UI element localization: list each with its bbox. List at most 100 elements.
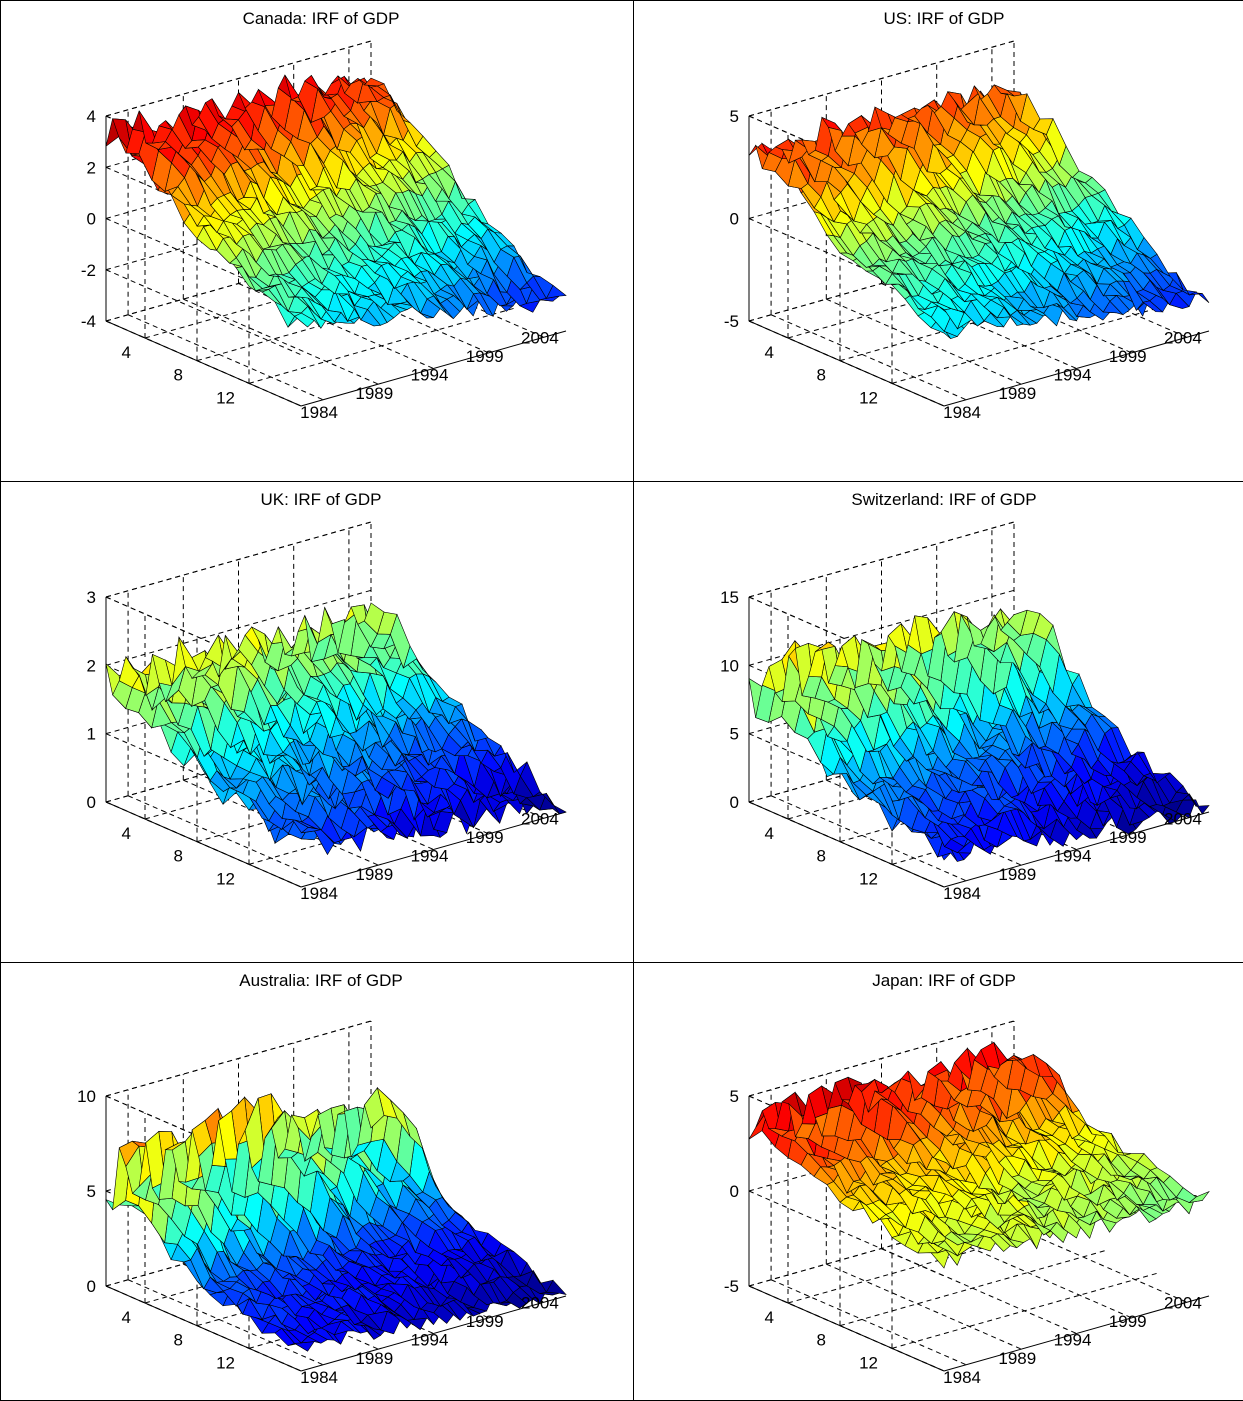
chart-panel-uk: UK: IRF of GDP 3 2 1 0 4 8 12 1984 1989 1994 1999 20… bbox=[0, 481, 634, 963]
z-tick-label: 4 bbox=[87, 107, 96, 126]
chart-title: Japan: IRF of GDP bbox=[872, 971, 1016, 990]
surface-plot-switzerland: Switzerland: IRF of GDP 15 10 5 0 4 8 12 1984 198… bbox=[720, 490, 1210, 903]
year-tick-label: 1989 bbox=[998, 1349, 1036, 1368]
horizon-axis bbox=[105, 1285, 302, 1372]
z-tick-label: 5 bbox=[730, 725, 739, 744]
z-tick-label: 0 bbox=[730, 793, 739, 812]
horizon-axis bbox=[748, 320, 945, 407]
z-tick-label: 0 bbox=[87, 210, 96, 229]
horizon-tick-label: 4 bbox=[122, 1308, 131, 1327]
year-tick-label: 2004 bbox=[521, 328, 559, 347]
horizon-tick-label: 12 bbox=[216, 388, 235, 407]
year-tick-label: 1994 bbox=[1054, 1331, 1092, 1350]
chart-panel-switzerland: Switzerland: IRF of GDP 15 10 5 0 4 8 12 1984 198… bbox=[633, 481, 1243, 963]
year-tick-label: 2004 bbox=[1164, 809, 1202, 828]
horizon-tick-label: 8 bbox=[174, 1331, 183, 1350]
z-tick-label: 0 bbox=[730, 1182, 739, 1201]
chart-panel-canada: Canada: IRF of GDP 4 2 0 -2 -4 4 8 12 1984 1989 199… bbox=[0, 0, 634, 482]
year-tick-label: 1999 bbox=[1109, 828, 1147, 847]
z-tick-label: 15 bbox=[720, 588, 739, 607]
horizon-tick-label: 12 bbox=[859, 1353, 878, 1372]
year-tick-label: 1984 bbox=[300, 1368, 338, 1387]
z-tick-label: -4 bbox=[81, 312, 96, 331]
year-axis bbox=[300, 1295, 567, 1372]
horizon-tick-label: 8 bbox=[817, 366, 826, 385]
year-tick-label: 1984 bbox=[943, 884, 981, 903]
surface-mesh bbox=[748, 84, 1210, 339]
grid-line bbox=[839, 1250, 1106, 1327]
year-tick-label: 2004 bbox=[521, 1293, 559, 1312]
z-tick-label: 5 bbox=[730, 1087, 739, 1106]
z-tick-label: 0 bbox=[730, 210, 739, 229]
grid-line bbox=[748, 1020, 1015, 1097]
horizon-tick-label: 4 bbox=[122, 824, 131, 843]
z-tick-label: -2 bbox=[81, 261, 96, 280]
year-axis bbox=[943, 811, 1210, 888]
surface-plot-japan: Japan: IRF of GDP 5 0 -5 4 8 12 1984 1989 1994 199… bbox=[724, 971, 1210, 1387]
z-tick-label: 3 bbox=[87, 588, 96, 607]
surface-plot-us: US: IRF of GDP 5 0 -5 4 8 12 1984 1989 1994 1999 20… bbox=[724, 9, 1210, 422]
horizon-tick-label: 8 bbox=[817, 1331, 826, 1350]
surface-mesh bbox=[748, 608, 1210, 862]
chart-panel-us: US: IRF of GDP 5 0 -5 4 8 12 1984 1989 1994 1999 20… bbox=[633, 0, 1243, 482]
surface-patch bbox=[1006, 93, 1028, 122]
horizon-tick-label: 12 bbox=[859, 388, 878, 407]
grid-line bbox=[127, 314, 324, 401]
z-tick-label: 0 bbox=[87, 1277, 96, 1296]
grid-line bbox=[891, 307, 1158, 384]
horizon-tick-label: 8 bbox=[174, 366, 183, 385]
chart-title: UK: IRF of GDP bbox=[261, 490, 382, 509]
grid-line bbox=[881, 1248, 1077, 1334]
horizon-tick-label: 12 bbox=[216, 869, 235, 888]
year-axis bbox=[300, 330, 567, 407]
surface-plot-uk: UK: IRF of GDP 3 2 1 0 4 8 12 1984 1989 1994 1999 20… bbox=[87, 490, 567, 903]
chart-panel-japan: Japan: IRF of GDP 5 0 -5 4 8 12 1984 1989 1994 199… bbox=[633, 962, 1243, 1401]
horizon-tick-label: 12 bbox=[859, 869, 878, 888]
surface-patch bbox=[363, 77, 385, 87]
chart-title: US: IRF of GDP bbox=[884, 9, 1005, 28]
z-tick-label: 0 bbox=[87, 793, 96, 812]
year-tick-label: 2004 bbox=[1164, 1293, 1202, 1312]
year-tick-label: 1999 bbox=[466, 347, 504, 366]
grid-line bbox=[105, 521, 372, 598]
year-tick-label: 1984 bbox=[300, 884, 338, 903]
chart-panel-australia: Australia: IRF of GDP 10 5 0 4 8 12 1984 1989 199… bbox=[0, 962, 634, 1401]
year-tick-label: 1994 bbox=[411, 847, 449, 866]
horizon-tick-label: 8 bbox=[817, 847, 826, 866]
year-axis bbox=[943, 330, 1210, 407]
z-tick-label: -5 bbox=[724, 1277, 739, 1296]
year-tick-label: 1989 bbox=[998, 384, 1036, 403]
horizon-tick-label: 4 bbox=[122, 343, 131, 362]
year-tick-label: 1994 bbox=[411, 366, 449, 385]
chart-title: Canada: IRF of GDP bbox=[243, 9, 400, 28]
year-tick-label: 1989 bbox=[355, 384, 393, 403]
surface-mesh bbox=[105, 1086, 567, 1352]
surface-mesh bbox=[105, 74, 567, 329]
horizon-tick-label: 12 bbox=[216, 1353, 235, 1372]
year-tick-label: 1999 bbox=[466, 828, 504, 847]
surface-plot-canada: Canada: IRF of GDP 4 2 0 -2 -4 4 8 12 1984 1989 199… bbox=[81, 9, 567, 422]
z-tick-label: 10 bbox=[77, 1087, 96, 1106]
grid-line bbox=[105, 40, 372, 117]
z-tick-label: 2 bbox=[87, 158, 96, 177]
chart-title: Switzerland: IRF of GDP bbox=[851, 490, 1036, 509]
year-tick-label: 2004 bbox=[521, 809, 559, 828]
year-tick-label: 1989 bbox=[355, 865, 393, 884]
year-tick-label: 1999 bbox=[1109, 347, 1147, 366]
horizon-axis bbox=[105, 320, 302, 407]
z-tick-label: 10 bbox=[720, 656, 739, 675]
surface-mesh bbox=[748, 1041, 1210, 1269]
z-tick-label: 5 bbox=[730, 107, 739, 126]
year-tick-label: 1999 bbox=[1109, 1312, 1147, 1331]
grid-line bbox=[891, 1272, 1158, 1349]
year-tick-label: 2004 bbox=[1164, 328, 1202, 347]
surface-patch bbox=[1006, 609, 1028, 636]
horizon-tick-label: 4 bbox=[765, 824, 774, 843]
surface-mesh bbox=[105, 602, 567, 856]
grid-line bbox=[770, 1279, 967, 1366]
grid-line bbox=[105, 589, 372, 666]
z-tick-label: 2 bbox=[87, 656, 96, 675]
horizon-tick-label: 8 bbox=[174, 847, 183, 866]
year-tick-label: 1994 bbox=[1054, 847, 1092, 866]
horizon-axis bbox=[748, 801, 945, 888]
